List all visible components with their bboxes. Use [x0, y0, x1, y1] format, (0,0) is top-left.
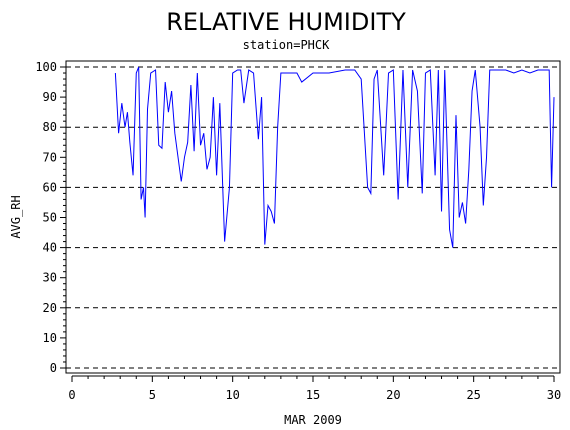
x-axis-label: MAR 2009 [284, 413, 342, 427]
y-tick-label: 50 [43, 211, 57, 225]
chart-title: RELATIVE HUMIDITY [166, 8, 406, 36]
y-axis-label: AVG_RH [9, 195, 23, 238]
x-tick-label: 15 [306, 388, 320, 402]
y-tick-label: 10 [43, 331, 57, 345]
y-tick-label: 80 [43, 120, 57, 134]
x-tick-label: 30 [547, 388, 561, 402]
series-layer [114, 66, 555, 248]
x-tick-label: 0 [68, 388, 75, 402]
x-tick-label: 5 [149, 388, 156, 402]
y-tick-label: 0 [50, 361, 57, 375]
y-tick-label: 20 [43, 301, 57, 315]
y-tick-label: 60 [43, 180, 57, 194]
y-tick-label: 40 [43, 241, 57, 255]
plot-frame [65, 60, 561, 374]
x-axis: 0 5 10 15 20 25 30 [68, 375, 561, 402]
chart-subtitle: station=PHCK [243, 38, 330, 52]
x-tick-label: 25 [466, 388, 480, 402]
y-tick-label: 30 [43, 271, 57, 285]
series-line-0 [114, 66, 555, 248]
y-axis: 0 10 20 30 40 50 60 70 80 90 100 [35, 60, 66, 375]
y-tick-label: 100 [35, 60, 57, 74]
gridlines [66, 66, 560, 369]
y-tick-label: 70 [43, 150, 57, 164]
y-tick-label: 90 [43, 90, 57, 104]
x-tick-label: 20 [386, 388, 400, 402]
x-tick-label: 10 [225, 388, 239, 402]
